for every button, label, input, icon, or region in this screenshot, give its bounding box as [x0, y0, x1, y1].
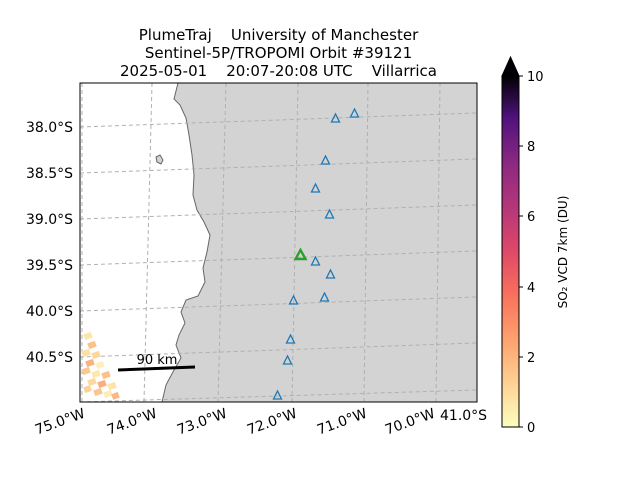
- volcano-markers: [272, 107, 360, 400]
- volcano-marker: [325, 268, 336, 279]
- longitude-labels: 75.0°W 74.0°W 73.0°W 72.0°W 71.0°W 70.0°…: [33, 406, 437, 439]
- volcano-marker: [310, 182, 321, 193]
- volcano-marker: [285, 333, 296, 344]
- map-frame: [79, 82, 478, 403]
- lat-label: 38.5°S: [26, 166, 73, 182]
- map-title-line-1: PlumeTraj University of Manchester: [138, 26, 419, 44]
- colorbar-tick-label: 4: [527, 281, 535, 296]
- colorbar-tick-label: 6: [527, 210, 535, 225]
- colorbar-tick-label: 0: [527, 421, 535, 436]
- lon-label: 73.0°W: [175, 406, 229, 439]
- latitude-labels: 38.0°S 38.5°S 39.0°S 39.5°S 40.0°S 40.5°…: [26, 120, 73, 366]
- so2-pixels: [81, 331, 120, 400]
- lon-label: 71.0°W: [315, 406, 369, 439]
- lat-label: 40.0°S: [26, 304, 73, 320]
- volcano-marker: [319, 291, 330, 302]
- chiloe-islet: [155, 154, 164, 165]
- volcano-marker: [310, 255, 321, 266]
- villarrica-volcano-marker: [293, 247, 308, 261]
- volcano-marker: [330, 112, 341, 123]
- land-area: [161, 83, 477, 402]
- lon-label: 75.0°W: [33, 406, 87, 439]
- colorbar-tick-labels: 0 2 4 6 8 10: [527, 70, 544, 436]
- lat-label: 39.5°S: [26, 258, 73, 274]
- volcano-marker: [272, 389, 283, 400]
- corner-lat-label: 41.0°S: [440, 408, 487, 424]
- scale-bar-label: 90 km: [137, 353, 178, 368]
- lat-label: 38.0°S: [26, 120, 73, 136]
- colorbar-tick-label: 2: [527, 351, 535, 366]
- map-title-line-2: Sentinel-5P/TROPOMI Orbit #39121: [144, 44, 413, 62]
- colorbar-tick-label: 8: [527, 140, 535, 155]
- map-title-line-3: 2025-05-01 20:07-20:08 UTC Villarrica: [120, 62, 437, 80]
- volcano-marker: [282, 354, 293, 365]
- volcano-marker: [320, 154, 331, 165]
- colorbar-tick-label: 10: [527, 70, 544, 85]
- lon-label: 74.0°W: [105, 406, 159, 439]
- scale-bar: [117, 365, 196, 372]
- lat-label: 39.0°S: [26, 212, 73, 228]
- volcano-marker: [324, 208, 335, 219]
- lon-label: 72.0°W: [245, 406, 299, 439]
- volcano-marker: [349, 107, 360, 118]
- lat-label: 40.5°S: [26, 350, 73, 366]
- colorbar: 0 2 4 6 8 10 SO₂ VCD 7km (DU): [501, 55, 570, 436]
- volcano-marker: [288, 294, 299, 305]
- colorbar-extend-arrow: [501, 55, 520, 77]
- colorbar-tick-marks: [519, 75, 523, 428]
- lon-label: 70.0°W: [383, 406, 437, 439]
- colorbar-label: SO₂ VCD 7km (DU): [556, 196, 570, 309]
- colorbar-gradient: [501, 75, 520, 428]
- graticule: [80, 83, 477, 402]
